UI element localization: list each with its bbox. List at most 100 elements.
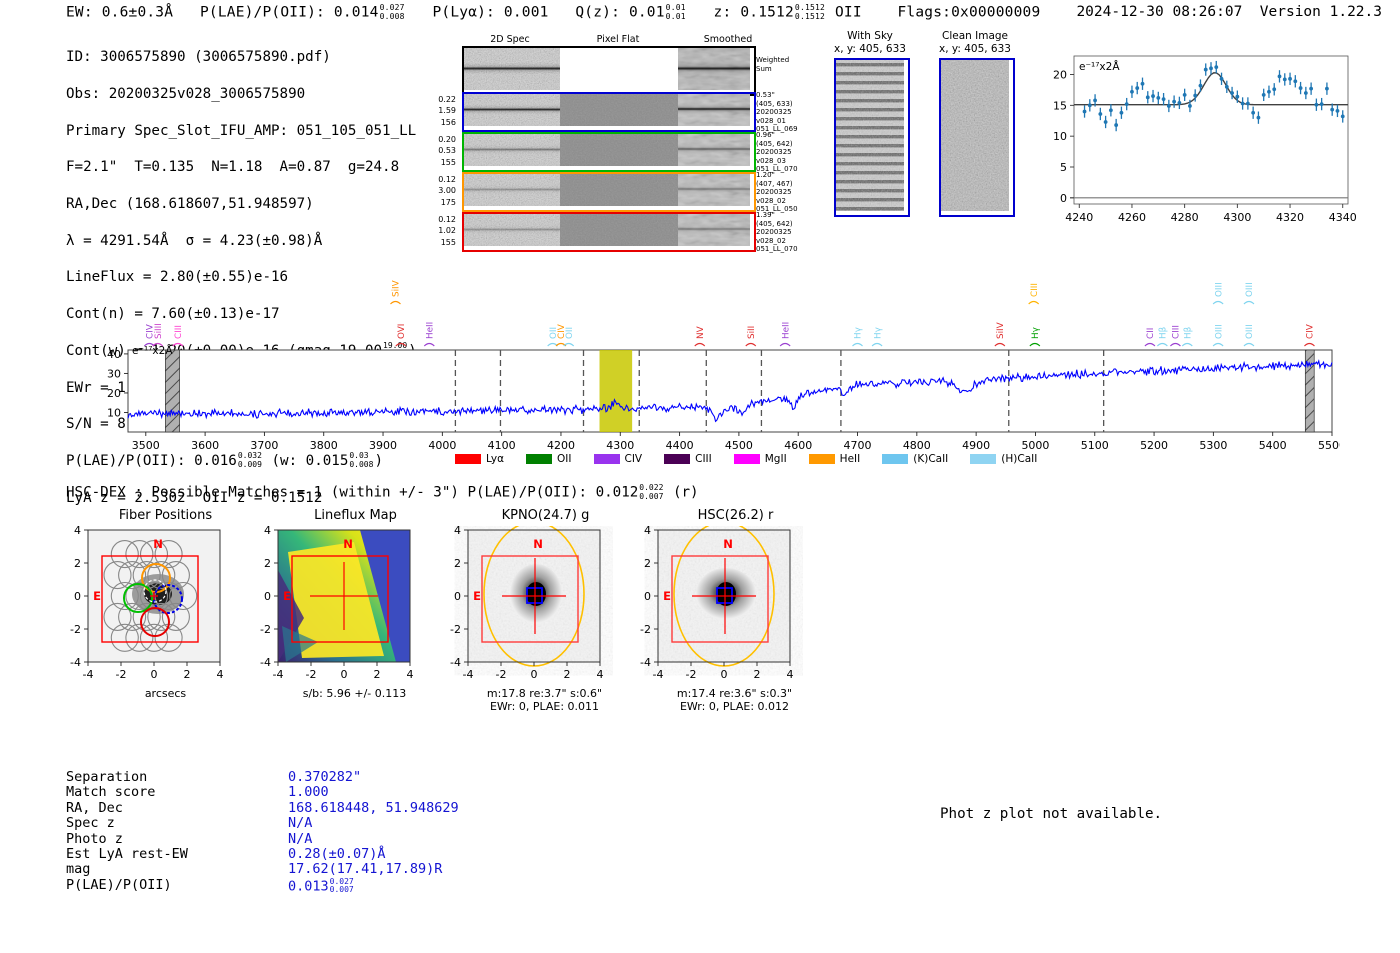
match-table-key: Separation [66,769,148,785]
match-table-key: mag [66,861,91,878]
svg-text:0: 0 [454,590,461,603]
match-table-key: Match score [66,784,156,801]
spectrum-line-label: SiIV [996,322,1006,339]
spectrum-line-label: Hγ [1031,327,1041,339]
svg-text:4400: 4400 [666,439,694,452]
svg-text:3700: 3700 [250,439,278,452]
svg-text:-2: -2 [496,668,507,681]
fiber-row-label: 1.39" (405, 642) 20200325 v028_02 051_LL… [756,211,798,254]
svg-text:-4: -4 [463,668,474,681]
svg-text:4700: 4700 [844,439,872,452]
header-summary-line: EW: 0.6±0.3Å P(LAE)/P(OII): 0.014 0.027 0.… [66,3,1040,21]
svg-text:-2: -2 [686,668,697,681]
match-table-value-frac: 0.027 0.007 [329,876,354,895]
svg-text:0: 0 [341,668,348,681]
svg-text:E: E [663,589,671,603]
fiber-metric-value: 1.59 [438,106,456,116]
svg-text:N: N [153,537,163,551]
svg-text:-4: -4 [653,668,664,681]
fiber-metric-value: 156 [440,117,456,127]
legend-swatch [664,454,691,464]
svg-text:4240: 4240 [1065,211,1093,224]
spectrum-line-label: HeII [425,322,435,339]
spectrum-legend: Lyα OII CIV CIII MgII HeII (K)CaII (H)CaII [455,453,1037,465]
image-panel-canvas: N E -4 -2 0 2 4 -4 -2 0 2 4 [438,526,623,686]
fiber-metric-value: 0.53 [438,146,456,156]
header-plya: P(Lyα): 0.001 [432,4,549,21]
fiber-row-image [462,172,756,212]
match-table-key: P(LAE)/P(OII) [66,876,172,893]
svg-text:E: E [93,589,101,603]
info-primary-spec-slot: Primary Spec_Slot_IFU_AMP: 051_105_051_L… [66,122,417,139]
svg-text:20: 20 [107,387,121,400]
match-table-key: RA, Dec [66,799,123,816]
svg-text:3600: 3600 [191,439,219,452]
fiber-row-image [462,212,756,252]
header-z-species: OII [834,4,862,21]
svg-text:-4: -4 [273,668,284,681]
legend-swatch [593,454,620,464]
spectrum-line-label: NV [696,326,706,339]
svg-text:-2: -2 [306,668,317,681]
legend-item: HeII [808,453,860,465]
spectrum-line-label: CIV [146,324,156,339]
info-redshifts: LyA z = 2.5302 OII z = 0.1512 [66,489,323,506]
info-lineflux: LineFlux = 2.80(±0.55)e-16 [66,269,289,286]
spectrum-line-label: OVI [397,324,407,339]
legend-item: Lyα [455,453,504,465]
info-plae-frac: 0.032 0.009 [237,451,262,469]
fiber-row-label: 0.53" (405, 633) 20200325 v028_01 051_LL… [756,91,798,134]
spec2d-weighted-sum-row [462,46,756,96]
legend-item: CIII [664,453,712,465]
fiber-metric-value: 0.20 [438,135,456,144]
spec2d-weighted-sum-label: Weighted Sum [756,56,790,73]
svg-text:5100: 5100 [1081,439,1109,452]
cutout-with-sky-title: With Sky [847,30,893,42]
svg-text:3900: 3900 [369,439,397,452]
info-plae-frac2: 0.03 0.008 [349,451,374,469]
svg-text:4200: 4200 [547,439,575,452]
spec2d-title-pixelflat: Pixel Flat [596,34,640,45]
fiber-row-image [462,132,756,172]
svg-text:4500: 4500 [725,439,753,452]
svg-text:4: 4 [264,526,271,537]
spec2d-title-smoothed: Smoothed [703,34,753,45]
header-z: z: 0.1512 [713,4,794,21]
image-panel: KPNO(24.7) g N E -4 -2 0 2 4 -4 -2 0 2 4 m:17.8 re:3.… [438,508,623,713]
header-z-frac: 0.1512 0.1512 [794,3,826,21]
info-plae: P(LAE)/P(OII): 0.016 0.032 0.009 (w: 0.015… [66,452,417,470]
svg-text:5: 5 [1060,161,1067,174]
svg-text:e⁻¹⁷x2Å: e⁻¹⁷x2Å [132,344,173,357]
spectrum-line-label: Hβ [1183,327,1193,339]
image-panel: Lineflux Map N E -4 -2 0 2 4 -4 -2 0 2 4 s/b: 5.96 +/… [248,508,433,700]
spec2d-weighted-sum-image [464,48,750,90]
svg-text:-4: -4 [70,656,81,669]
svg-text:5300: 5300 [1199,439,1227,452]
image-panel: Fiber Positions N E -4 -2 0 2 4 -4 -2 0 2 4 arcsecs [58,508,243,700]
svg-text:0: 0 [1060,192,1067,205]
svg-text:3800: 3800 [310,439,338,452]
spectrum-line-label: CIV [1306,324,1316,339]
legend-swatch [882,454,909,464]
hscdex-prefix: HSC-DEX : Possible Matches = 1 (within +… [66,484,639,501]
match-table-value: 168.618448, 51.948629 [288,799,459,816]
svg-text:5500: 5500 [1318,439,1340,452]
svg-text:-2: -2 [70,623,81,636]
svg-text:0: 0 [531,668,538,681]
legend-item: CIV [593,453,643,465]
svg-text:30: 30 [107,367,121,380]
legend-label: CIV [624,453,643,465]
image-panel-title: Lineflux Map [314,508,397,523]
spectrum-line-label: OIII [1214,282,1224,297]
cutout-clean-image-canvas [939,58,1015,217]
legend-label: OII [557,453,572,465]
spectrum-line-label: Hγ [854,327,864,339]
svg-text:2: 2 [74,557,81,570]
svg-text:N: N [343,537,353,551]
match-table-value: N/A [288,815,313,832]
svg-text:40: 40 [107,348,121,361]
fiber-row-label: 1.20" (407, 467) 20200325 v028_02 051_LL… [756,171,798,214]
info-plae-w: (w: 0.015 [271,452,349,469]
spectrum-line-label: CIII [1030,283,1040,297]
fiber-metric-value: 1.02 [438,226,456,236]
